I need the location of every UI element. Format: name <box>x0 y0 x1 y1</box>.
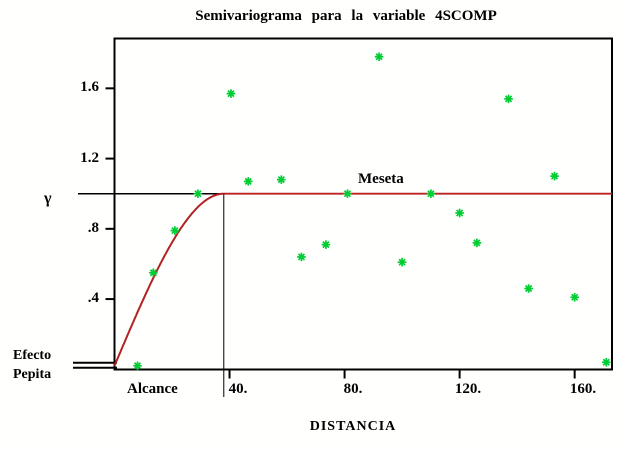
asterisk-marker-center <box>229 91 233 96</box>
plot-frame <box>113 37 613 371</box>
asterisk-marker-center <box>572 295 577 300</box>
model-curve <box>113 192 224 367</box>
data-point <box>570 293 579 302</box>
data-point <box>426 189 436 198</box>
data-point <box>149 268 158 278</box>
asterisk-marker-center <box>246 179 251 184</box>
asterisk-marker-center <box>173 228 177 233</box>
data-point <box>601 357 611 367</box>
meseta-annotation: Meseta <box>358 171 404 187</box>
efecto-pepita-line1: Efecto <box>13 348 52 363</box>
data-point <box>133 361 142 371</box>
asterisk-marker-center <box>279 177 284 182</box>
asterisk-marker-center <box>377 54 381 59</box>
asterisk-marker-center <box>526 286 531 291</box>
asterisk-marker-center <box>345 191 350 196</box>
y-tick-label: .4 <box>87 290 99 306</box>
data-point <box>504 94 513 104</box>
asterisk-marker-center <box>400 260 404 264</box>
y-axis-label: γ <box>44 190 52 207</box>
asterisk-marker-center <box>135 363 140 368</box>
chart-title: Semivariograma para la variable 4SCOMP <box>195 8 497 24</box>
efecto-pepita-line2: Pepita <box>13 367 52 382</box>
asterisk-marker-center <box>552 174 557 178</box>
efecto-pepita-annotation: Efecto Pepita <box>13 346 51 384</box>
asterisk-marker-center <box>506 97 511 101</box>
data-point <box>397 257 407 267</box>
asterisk-marker-center <box>457 211 462 215</box>
alcance-annotation: Alcance <box>127 381 178 397</box>
data-point <box>193 189 203 198</box>
asterisk-marker-center <box>475 241 479 245</box>
asterisk-marker-center <box>299 255 304 259</box>
y-tick-label: 1.6 <box>80 79 99 95</box>
y-tick-label: 1.2 <box>80 150 99 166</box>
y-tick-label: .8 <box>87 220 99 236</box>
data-point <box>243 177 253 186</box>
data-point <box>455 208 464 218</box>
data-point <box>170 226 180 235</box>
data-point <box>524 284 533 293</box>
x-tick-label: 160. <box>569 381 597 397</box>
asterisk-marker-center <box>151 270 156 275</box>
x-tick-label: 80. <box>343 381 363 397</box>
data-point <box>277 175 286 184</box>
data-point <box>472 238 482 248</box>
asterisk-marker-center <box>429 191 433 196</box>
asterisk-marker-center <box>324 242 328 247</box>
asterisk-marker-center <box>196 191 200 196</box>
data-point <box>321 240 331 249</box>
x-axis-title: DISTANCIA <box>309 419 397 434</box>
data-point <box>343 189 352 198</box>
x-tick-label: 120. <box>454 381 482 397</box>
data-point <box>226 89 236 98</box>
data-point <box>297 252 306 262</box>
x-tick-label: 40. <box>228 381 248 397</box>
asterisk-marker-center <box>604 360 609 365</box>
data-point <box>550 171 559 181</box>
data-point <box>374 52 384 62</box>
